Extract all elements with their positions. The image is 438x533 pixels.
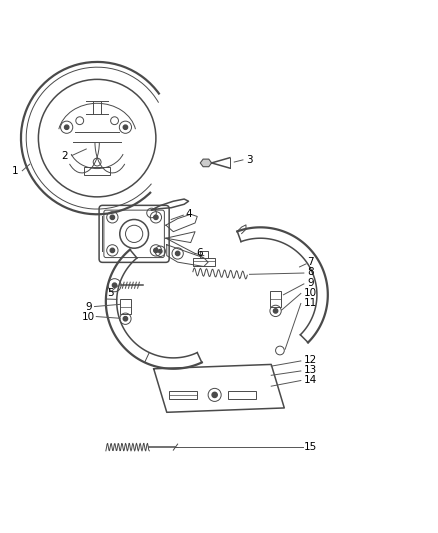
Bar (84, 167, 110, 175)
Text: 10: 10 (304, 288, 317, 297)
Text: 14: 14 (304, 375, 317, 385)
Text: 5: 5 (107, 288, 113, 297)
Bar (270, 292, 281, 306)
Text: 4: 4 (185, 209, 192, 219)
Circle shape (123, 317, 127, 321)
Text: 9: 9 (85, 302, 92, 312)
Circle shape (273, 309, 278, 313)
Text: 10: 10 (82, 312, 95, 321)
Bar (169, 391, 197, 399)
Circle shape (110, 215, 115, 220)
Circle shape (154, 248, 158, 253)
Text: 6: 6 (196, 247, 203, 257)
Text: 9: 9 (307, 278, 314, 288)
Circle shape (110, 248, 115, 253)
Bar (120, 299, 131, 314)
Circle shape (212, 392, 217, 398)
Circle shape (113, 283, 117, 287)
Text: 2: 2 (61, 150, 68, 160)
Polygon shape (200, 159, 212, 167)
Bar (228, 391, 256, 399)
Text: 3: 3 (246, 155, 253, 165)
Text: 12: 12 (304, 355, 317, 365)
Text: 7: 7 (307, 257, 314, 267)
Circle shape (176, 251, 180, 256)
Circle shape (159, 249, 162, 253)
Text: 13: 13 (304, 365, 317, 375)
Text: 1: 1 (12, 166, 19, 176)
Circle shape (154, 215, 158, 220)
Text: 8: 8 (307, 267, 314, 277)
Bar (200, 251, 208, 258)
Circle shape (64, 125, 69, 130)
Circle shape (123, 125, 127, 130)
Bar (193, 258, 215, 265)
Text: 15: 15 (304, 442, 317, 452)
Text: 11: 11 (304, 298, 317, 309)
